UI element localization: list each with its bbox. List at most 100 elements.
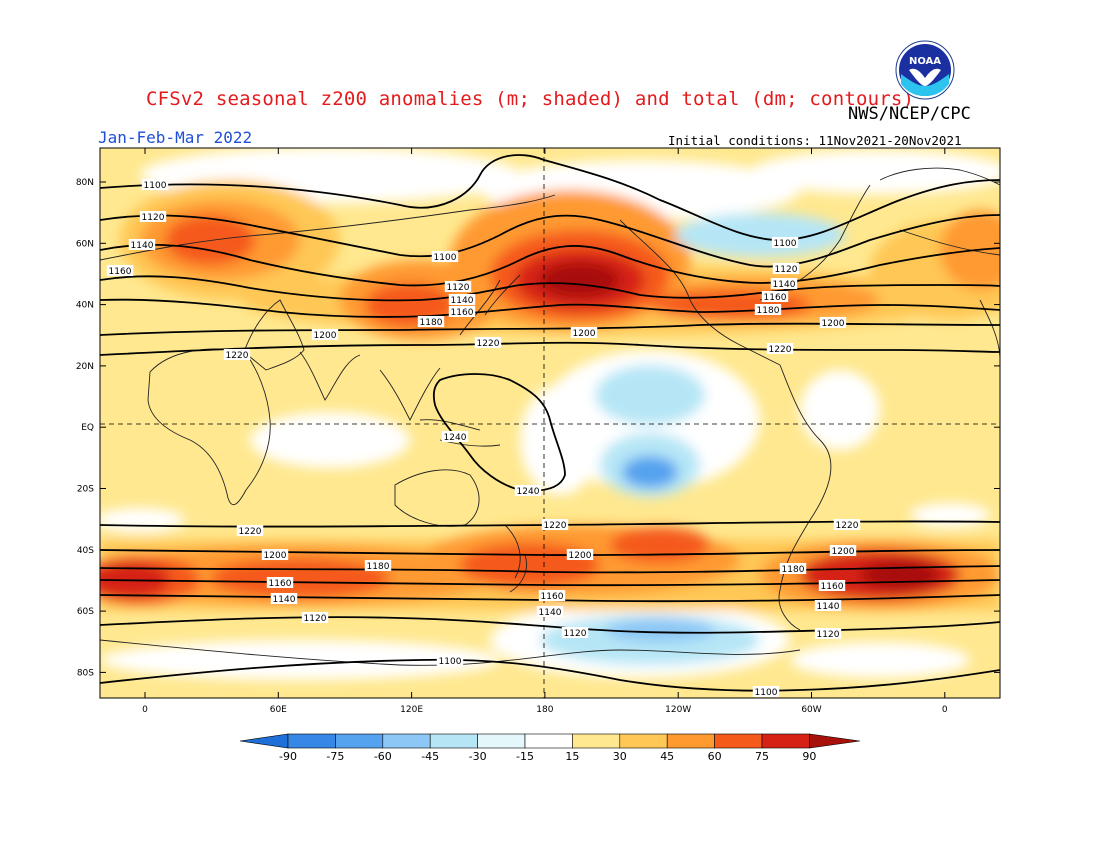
longitude-axis: 0 60E 120E 180 120W 60W 0 <box>142 148 948 715</box>
colorbar-label: -30 <box>469 750 487 763</box>
colorbar-label: 60 <box>708 750 722 763</box>
lat-tick-label: 80S <box>77 668 94 678</box>
contour-label-bg <box>541 519 569 530</box>
contour-label: 1220 <box>477 339 500 349</box>
contour-label-bg <box>448 306 476 317</box>
contour-label: 1120 <box>564 629 587 639</box>
colorbar-swatch <box>287 733 336 749</box>
contour-label: 1100 <box>434 253 457 263</box>
contour-label-bg <box>141 179 169 190</box>
contour-label: 1100 <box>774 239 797 249</box>
contour-label-bg <box>139 211 167 222</box>
contour-label-bg <box>474 337 502 348</box>
colorbar-label: -45 <box>421 750 439 763</box>
contour-label-bg <box>814 600 842 611</box>
contour-label: 1220 <box>239 527 262 537</box>
contour-label: 1160 <box>451 308 474 318</box>
lat-tick-label: 60S <box>77 607 94 617</box>
lon-tick-label: 0 <box>142 705 148 715</box>
contour-label-bg <box>364 560 392 571</box>
contour-label: 1180 <box>367 562 390 572</box>
colorbar-label: 90 <box>802 750 816 763</box>
contour-label-bg <box>261 549 289 560</box>
contour-label-bg <box>538 590 566 601</box>
contour-label: 1140 <box>773 280 796 290</box>
colorbar-swatch <box>619 733 668 749</box>
contour-label: 1140 <box>131 241 154 251</box>
contour-label-bg <box>772 263 800 274</box>
lon-tick-label: 120E <box>400 705 423 715</box>
colorbar-arrow-left <box>239 733 289 749</box>
contour-label: 1200 <box>832 547 855 557</box>
contour-label-bg <box>814 628 842 639</box>
contour-label-bg <box>818 580 846 591</box>
contour-label: 1220 <box>544 521 567 531</box>
contour-label-bg <box>561 627 589 638</box>
contour-label: 1140 <box>273 595 296 605</box>
contour-label: 1100 <box>144 181 167 191</box>
contour-label: 1120 <box>142 213 165 223</box>
map-frame <box>99 147 1001 699</box>
chart-title: CFSv2 seasonal z200 anomalies (m; shaded… <box>146 88 915 110</box>
contour-label: 1120 <box>817 630 840 640</box>
colorbar-label: -60 <box>374 750 392 763</box>
contour-label-bg <box>301 612 329 623</box>
latitude-axis: 80N 60N 40N 20N EQ 20S 40S 60S 80S <box>76 178 1000 678</box>
contour-label-bg <box>766 343 794 354</box>
contour-label-bg <box>223 349 251 360</box>
noaa-logo: NOAA <box>895 40 955 100</box>
colorbar-label: 30 <box>613 750 627 763</box>
contour-label: 1140 <box>451 296 474 306</box>
lat-tick-label: 60N <box>76 239 94 249</box>
colorbar-swatch <box>714 733 763 749</box>
logo-text: NOAA <box>909 56 941 67</box>
lat-tick-label: 40N <box>76 301 94 311</box>
contour-label-bg <box>514 485 542 496</box>
contour-label: 1240 <box>517 487 540 497</box>
contour-label-bg <box>444 281 472 292</box>
colorbar-swatch <box>429 733 478 749</box>
colorbar: -90 -75 -60 -45 -30 -15 15 30 45 60 75 90 <box>239 733 861 763</box>
contour-label: 1120 <box>447 283 470 293</box>
colorbar-label: 45 <box>660 750 674 763</box>
anomaly-shading <box>100 148 1000 680</box>
contour-label: 1200 <box>314 331 337 341</box>
contour-label: 1200 <box>264 551 287 561</box>
contour-label: 1140 <box>539 608 562 618</box>
lat-tick-label: 80N <box>76 178 94 188</box>
lat-tick-label: EQ <box>81 423 94 433</box>
contour-label-bg <box>570 327 598 338</box>
season-label: Jan-Feb-Mar 2022 <box>98 128 253 147</box>
lat-tick-label: 20S <box>77 485 94 495</box>
contour-label: 1200 <box>573 329 596 339</box>
lon-tick-label: 120W <box>665 705 691 715</box>
contour-label: 1200 <box>569 551 592 561</box>
contour-label-bg <box>266 577 294 588</box>
contour-label-bg <box>761 291 789 302</box>
lon-tick-label: 180 <box>536 705 553 715</box>
lon-tick-label: 60W <box>801 705 821 715</box>
colorbar-label: -15 <box>516 750 534 763</box>
contour-label-bg <box>779 563 807 574</box>
contour-label: 1120 <box>775 265 798 275</box>
contour-label-bg <box>566 549 594 560</box>
colorbar-swatch <box>477 733 526 749</box>
contour-label-bg <box>106 265 134 276</box>
contour-label: 1140 <box>817 602 840 612</box>
colorbar-arrow-right <box>809 733 861 749</box>
contour-label-bg <box>311 329 339 340</box>
contour-label: 1180 <box>782 565 805 575</box>
colorbar-swatch <box>666 733 715 749</box>
lat-tick-label: 40S <box>77 546 94 556</box>
contour-label-bg <box>829 545 857 556</box>
contour-label: 1160 <box>109 267 132 277</box>
contour-label-bg <box>441 431 469 442</box>
contour-label-bg <box>236 525 264 536</box>
contour-label-bg <box>754 304 782 315</box>
contour-label-bg <box>752 686 780 697</box>
contour-label: 1100 <box>439 657 462 667</box>
contour-label: 1160 <box>821 582 844 592</box>
contour-label: 1100 <box>755 688 778 698</box>
contour-label: 1160 <box>269 579 292 589</box>
